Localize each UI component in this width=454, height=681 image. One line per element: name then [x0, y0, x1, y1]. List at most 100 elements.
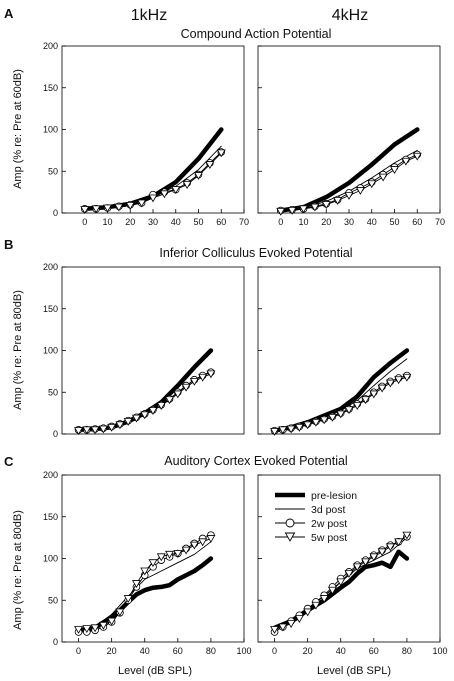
panel-c-ylabel: Amp (% re: Pre at 80dB) [12, 510, 24, 630]
panel-c-right-point-5w-post [352, 563, 362, 572]
panel-c-left-point-5w-post [74, 626, 84, 634]
legend-item-pre-lesion: pre-lesion [275, 490, 357, 502]
panel-a-ylabel: Amp (% re: Pre at 60dB) [12, 69, 24, 189]
panel-c-right-xtick-label: 20 [303, 646, 313, 656]
legend-label-2w-post: 2w post [311, 518, 347, 530]
panel-a-left-point-5w-post [125, 202, 135, 210]
panel-a-right-xtick-label: 30 [344, 217, 354, 227]
panel-b-right-point-5w-post [369, 390, 379, 399]
panel-c-left-ytick-label: 50 [48, 595, 58, 605]
panel-a-right-point-5w-post [321, 201, 331, 210]
panel-b-right-point-5w-post [377, 384, 387, 393]
panel-a-left-xtick-label: 30 [148, 217, 158, 227]
panel-a-left-xtick-label: 0 [82, 217, 87, 227]
panel-b-left-point-5w-post [82, 426, 92, 435]
panel-c-left-point-5w-post [156, 553, 166, 562]
panel-b-left-ytick-label: 50 [48, 387, 58, 397]
panel-c-left-xtick-label: 40 [140, 646, 150, 656]
legend-item-3d-post: 3d post [275, 504, 346, 516]
panel-a-right-point-5w-post [299, 205, 308, 214]
panel-a-right-point-5w-post [287, 207, 297, 215]
column-header-1khz: 1kHz [131, 7, 167, 24]
panel-c-left-series-pre-lesion [76, 556, 214, 633]
panel-c-right-point-5w-post [303, 608, 313, 617]
panel-a-right-point-5w-post [401, 157, 411, 166]
panel-b-right-point-5w-post [402, 373, 412, 382]
panel-c-left-point-5w-post [98, 621, 108, 630]
panel-a-left-plot: 0 50 100 150 200 0 10 20 30 40 50 60 70 [43, 41, 249, 227]
panel-b-right-point-5w-post [278, 426, 288, 435]
panel-a-left-ytick-label: 200 [43, 41, 58, 51]
panel-a-right-xtick-label: 20 [321, 217, 331, 227]
panel-c-left-xtick-label: 20 [107, 646, 117, 656]
panel-c-left-point-5w-post [189, 541, 199, 550]
panel-b-right-point-5w-post [344, 406, 354, 415]
panel-b-left-point-5w-post [115, 421, 125, 430]
panel-c-left-point-5w-post [115, 608, 125, 617]
panel-b-left-point-5w-post [74, 427, 84, 436]
panel-a-right-frame [257, 45, 441, 214]
panel-c-right-xtick-label: 80 [402, 646, 412, 656]
panel-c-left-point-5w-post [165, 550, 175, 559]
panel-c-left-xtick-label: 0 [76, 646, 81, 656]
panel-a-right-xtick-label: 70 [435, 217, 445, 227]
panel-c-xlabel-left: Level (dB SPL) [118, 665, 192, 677]
panel-a-right-xtick-label: 40 [367, 217, 377, 227]
panel-a-left-point-5w-post [194, 172, 203, 180]
panel-c-left-point-5w-post [90, 624, 100, 633]
panel-c-left-frame [61, 474, 245, 643]
panel-c-left-point-5w-post [173, 550, 183, 558]
panel-b-left-ytick-label: 150 [43, 304, 58, 314]
panel-c-left-point-5w-post [82, 625, 92, 634]
panel-a: A Compound Action Potential Amp (% re: P… [4, 6, 331, 189]
panel-a-left-point-5w-post [182, 181, 192, 190]
panel-b-left-point-5w-post [140, 411, 150, 420]
panel-a-right-point-5w-post [367, 180, 377, 189]
panel-a-left-point-5w-post [171, 186, 181, 195]
legend-item-5w-post: 5w post [275, 532, 347, 544]
panel-a-right-point-5w-post [412, 152, 422, 161]
panel-b-right-point-5w-post [327, 413, 337, 422]
panel-b-left-point-5w-post [189, 377, 199, 386]
panel-b-left-ytick-label: 200 [43, 262, 58, 272]
panel-a-right-point-5w-post [333, 197, 343, 205]
panel-c-left-xtick-label: 80 [206, 646, 216, 656]
panel-b-ylabel: Amp (% re: Pre at 80dB) [12, 290, 24, 410]
panel-a-right-xtick-label: 60 [412, 217, 422, 227]
panel-c-right-plot: 0 20 40 60 80 100 [257, 474, 448, 656]
panel-c-left-series-3d-post [78, 541, 212, 631]
panel-b-left-point-5w-post [123, 418, 133, 426]
panel-c-right-series-pre-lesion [272, 549, 410, 631]
panel-b-left-point-5w-post [131, 414, 141, 423]
panel-a-left-ytick-label: 100 [43, 125, 58, 135]
panel-a-right-xtick-label: 10 [298, 217, 308, 227]
column-header-4khz: 4kHz [332, 7, 368, 24]
panel-b-right-point-5w-post [361, 396, 371, 405]
panel-b-right-plot [257, 266, 441, 436]
panel-a-right-point-5w-post [310, 203, 320, 212]
panel-c-right-xtick-label: 60 [369, 646, 379, 656]
panel-b-left-point-5w-post [107, 423, 117, 432]
panel-b-right-point-5w-post [286, 425, 296, 434]
panel-a-right-point-5w-post [378, 173, 388, 182]
panel-c-right-point-5w-post [294, 615, 304, 624]
panel-c-xlabel-right: Level (dB SPL) [317, 665, 391, 677]
panel-b-left-point-5w-post [181, 383, 191, 392]
panel-c-left-ytick-label: 150 [43, 512, 58, 522]
panel-c-left-point-5w-post [198, 538, 208, 547]
panel-b-left-plot: 0 50 100 150 200 [43, 262, 245, 439]
panel-c-right-point-5w-post [270, 626, 280, 634]
panel-c-left-point-5w-post [140, 567, 150, 576]
panel-a-left-xtick-label: 60 [216, 217, 226, 227]
panel-c-right-xtick-label: 0 [272, 646, 277, 656]
panel-a-left-frame [61, 45, 245, 214]
panel-b-right-series-2w-post [274, 375, 408, 432]
panel-a-left-point-5w-post [148, 194, 158, 203]
panel-a-left-point-5w-post [80, 206, 90, 215]
panel-a-right-xtick-label: 50 [389, 217, 399, 227]
panel-c-right-point-5w-post [319, 595, 329, 603]
legend-label-pre-lesion: pre-lesion [311, 490, 357, 502]
panel-a-left-xtick-label: 20 [125, 217, 135, 227]
panel-c-right-point-5w-post [336, 578, 346, 587]
